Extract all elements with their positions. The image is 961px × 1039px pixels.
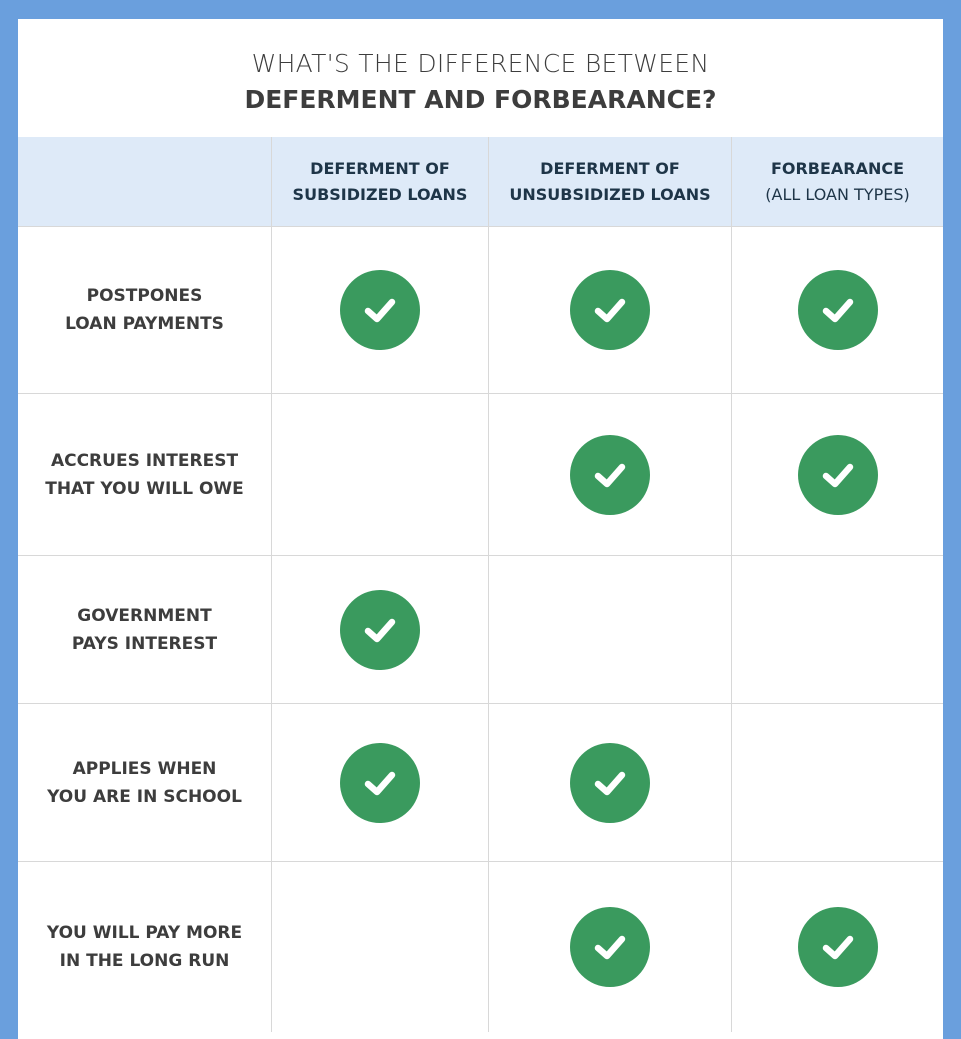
check-circle-icon	[340, 742, 420, 823]
table-row: APPLIES WHEN YOU ARE IN SCHOOL	[18, 703, 943, 861]
row-label-line: LOAN PAYMENTS	[65, 314, 224, 334]
header-forbearance: FORBEARANCE (ALL LOAN TYPES)	[731, 137, 943, 226]
table-row: YOU WILL PAY MORE IN THE LONG RUN	[18, 861, 943, 1032]
table-header-row: DEFERMENT OF SUBSIDIZED LOANS DEFERMENT …	[18, 137, 943, 226]
table-row: GOVERNMENT PAYS INTEREST	[18, 555, 943, 703]
table-cell	[488, 227, 731, 393]
row-label-line: YOU WILL PAY MORE	[46, 923, 243, 943]
check-circle-icon	[340, 589, 420, 670]
header-line: DEFERMENT OF	[310, 158, 450, 178]
row-label-line: POSTPONES	[86, 286, 203, 306]
row-label-line: PAYS INTEREST	[71, 633, 218, 654]
row-label-line: IN THE LONG RUN	[59, 951, 230, 971]
check-circle-icon	[797, 270, 878, 350]
check-circle-icon	[570, 907, 650, 987]
table-cell	[271, 227, 488, 393]
row-label-line: THAT YOU WILL OWE	[45, 478, 244, 499]
table-cell	[488, 704, 731, 861]
check-circle-icon	[570, 270, 650, 350]
row-label-line: GOVERNMENT	[77, 605, 212, 626]
title-line-2: DEFERMENT AND FORBEARANCE?	[244, 85, 717, 114]
table-cell	[488, 394, 731, 555]
table-row: ACCRUES INTEREST THAT YOU WILL OWE	[18, 393, 943, 555]
table-cell	[731, 394, 943, 555]
table-cell	[271, 394, 488, 555]
row-label: YOU WILL PAY MORE IN THE LONG RUN	[18, 862, 271, 1032]
comparison-table: DEFERMENT OF SUBSIDIZED LOANS DEFERMENT …	[18, 137, 943, 1032]
header-line: UNSUBSIDIZED LOANS	[509, 184, 711, 204]
table-cell	[271, 704, 488, 861]
row-label-line: APPLIES WHEN	[72, 758, 217, 779]
table-row: POSTPONES LOAN PAYMENTS	[18, 226, 943, 393]
title-line-1: WHAT'S THE DIFFERENCE BETWEEN	[251, 49, 710, 78]
row-label-line: YOU ARE IN SCHOOL	[47, 786, 242, 807]
table-cell	[271, 862, 488, 1032]
check-circle-icon	[340, 270, 420, 350]
row-label-line: ACCRUES INTEREST	[50, 450, 239, 471]
table-cell	[731, 862, 943, 1032]
header-line: (ALL LOAN TYPES)	[765, 184, 910, 204]
header-subsidized: DEFERMENT OF SUBSIDIZED LOANS	[271, 137, 488, 226]
table-cell	[488, 556, 731, 703]
check-circle-icon	[797, 434, 878, 515]
header-unsubsidized: DEFERMENT OF UNSUBSIDIZED LOANS	[488, 137, 731, 226]
header-line: FORBEARANCE	[770, 158, 905, 178]
comparison-card: WHAT'S THE DIFFERENCE BETWEEN DEFERMENT …	[18, 19, 943, 1039]
check-circle-icon	[797, 907, 878, 987]
header-line: SUBSIDIZED LOANS	[292, 184, 468, 204]
row-label: GOVERNMENT PAYS INTEREST	[18, 556, 271, 703]
check-circle-icon	[570, 434, 650, 515]
row-label: POSTPONES LOAN PAYMENTS	[18, 227, 271, 393]
row-label: APPLIES WHEN YOU ARE IN SCHOOL	[18, 704, 271, 861]
table-cell	[488, 862, 731, 1032]
row-label: ACCRUES INTEREST THAT YOU WILL OWE	[18, 394, 271, 555]
table-cell	[271, 556, 488, 703]
header-empty-cell	[18, 137, 271, 226]
page-title: WHAT'S THE DIFFERENCE BETWEEN DEFERMENT …	[18, 19, 943, 137]
table-cell	[731, 556, 943, 703]
check-circle-icon	[570, 742, 650, 823]
header-line: DEFERMENT OF	[540, 158, 680, 178]
table-cell	[731, 704, 943, 861]
table-cell	[731, 227, 943, 393]
